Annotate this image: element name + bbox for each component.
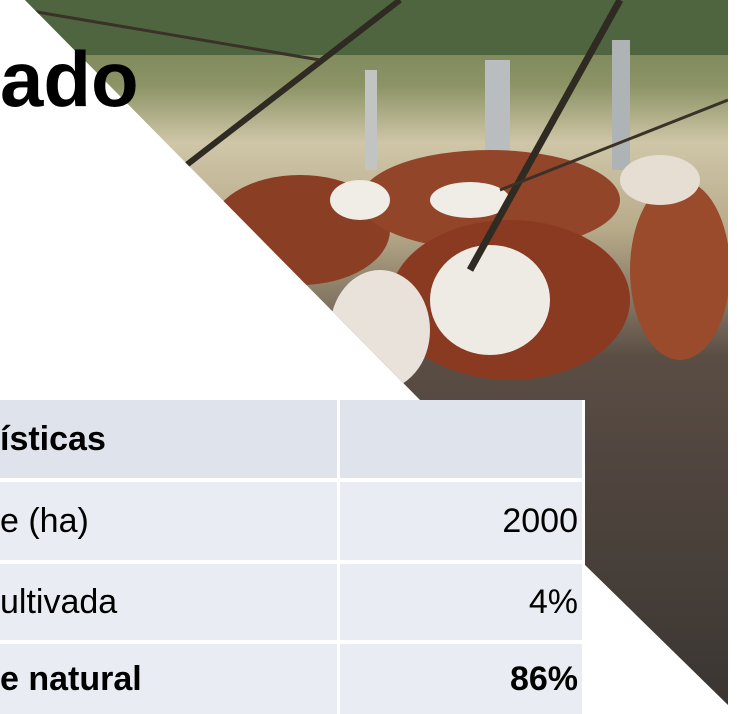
table-cell: e natural <box>0 644 337 714</box>
title: ado <box>0 40 139 118</box>
table-cell: 2000 <box>340 482 582 560</box>
table-header-cell <box>340 400 582 478</box>
table-cell: ultivada <box>0 564 337 640</box>
slide: ado ísticas e (ha) 2000 ultivada 4% e na… <box>0 0 737 714</box>
table-header: ísticas <box>0 400 337 478</box>
table-cell: 4% <box>340 564 582 640</box>
table-cell: 86% <box>340 644 582 714</box>
table-cell: e (ha) <box>0 482 337 560</box>
